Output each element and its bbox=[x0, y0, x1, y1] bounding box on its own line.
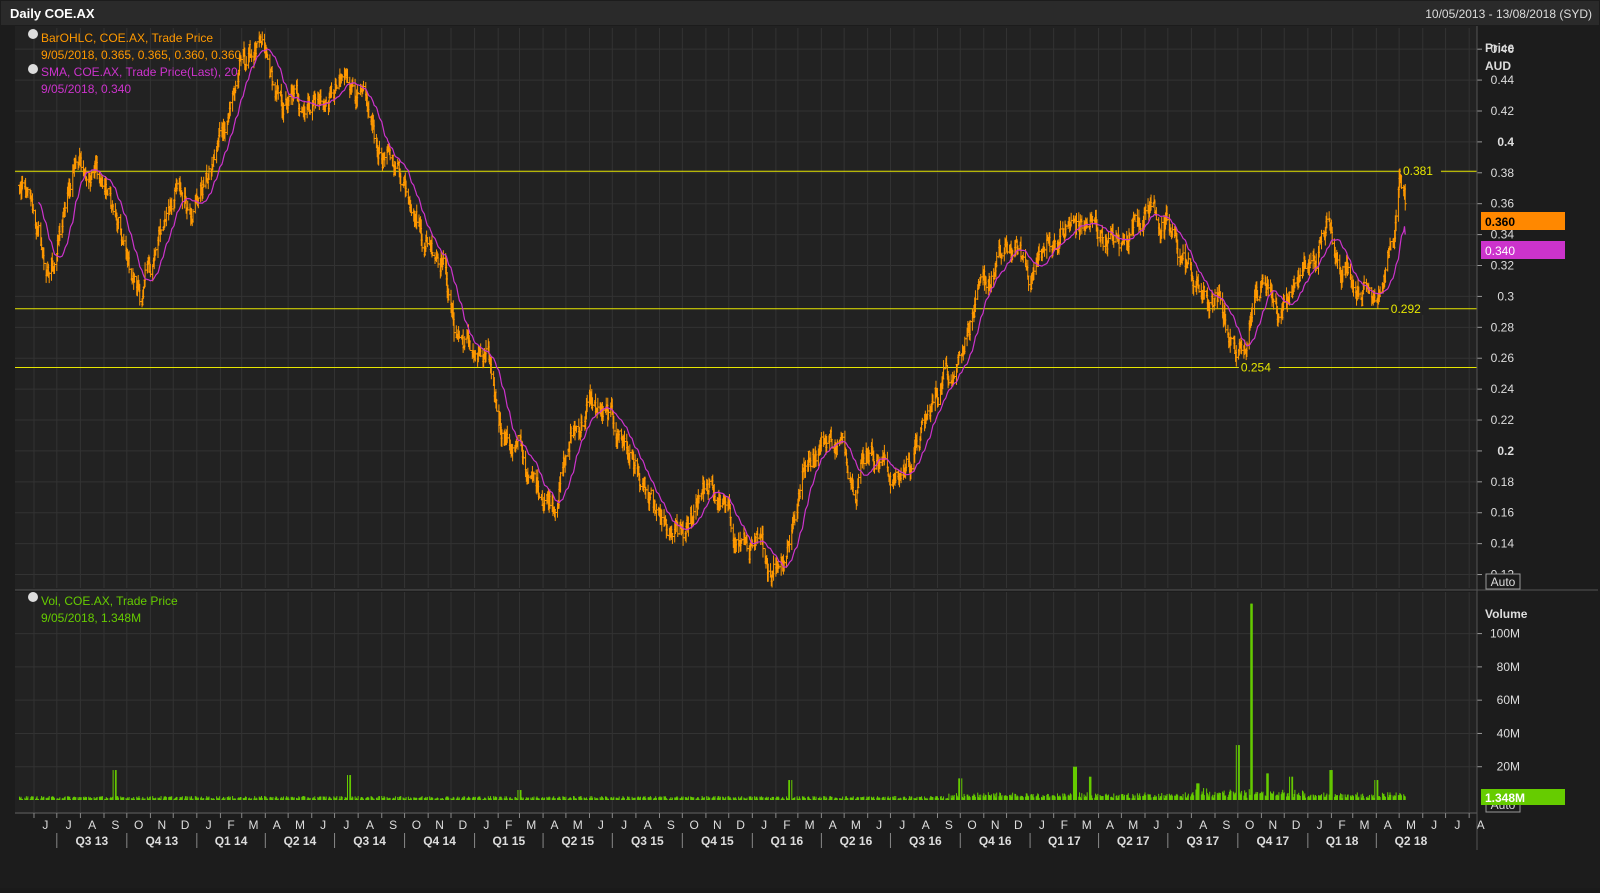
level-label: 0.292 bbox=[1391, 302, 1421, 316]
date-range: 10/05/2013 - 13/08/2018 (SYD) bbox=[1425, 7, 1592, 21]
level-label: 0.381 bbox=[1403, 164, 1433, 178]
volume-panel[interactable] bbox=[15, 592, 1477, 812]
window-title: Daily COE.AX bbox=[10, 6, 95, 21]
level-label: 0.254 bbox=[1241, 360, 1271, 374]
title-bar bbox=[1, 1, 1599, 25]
